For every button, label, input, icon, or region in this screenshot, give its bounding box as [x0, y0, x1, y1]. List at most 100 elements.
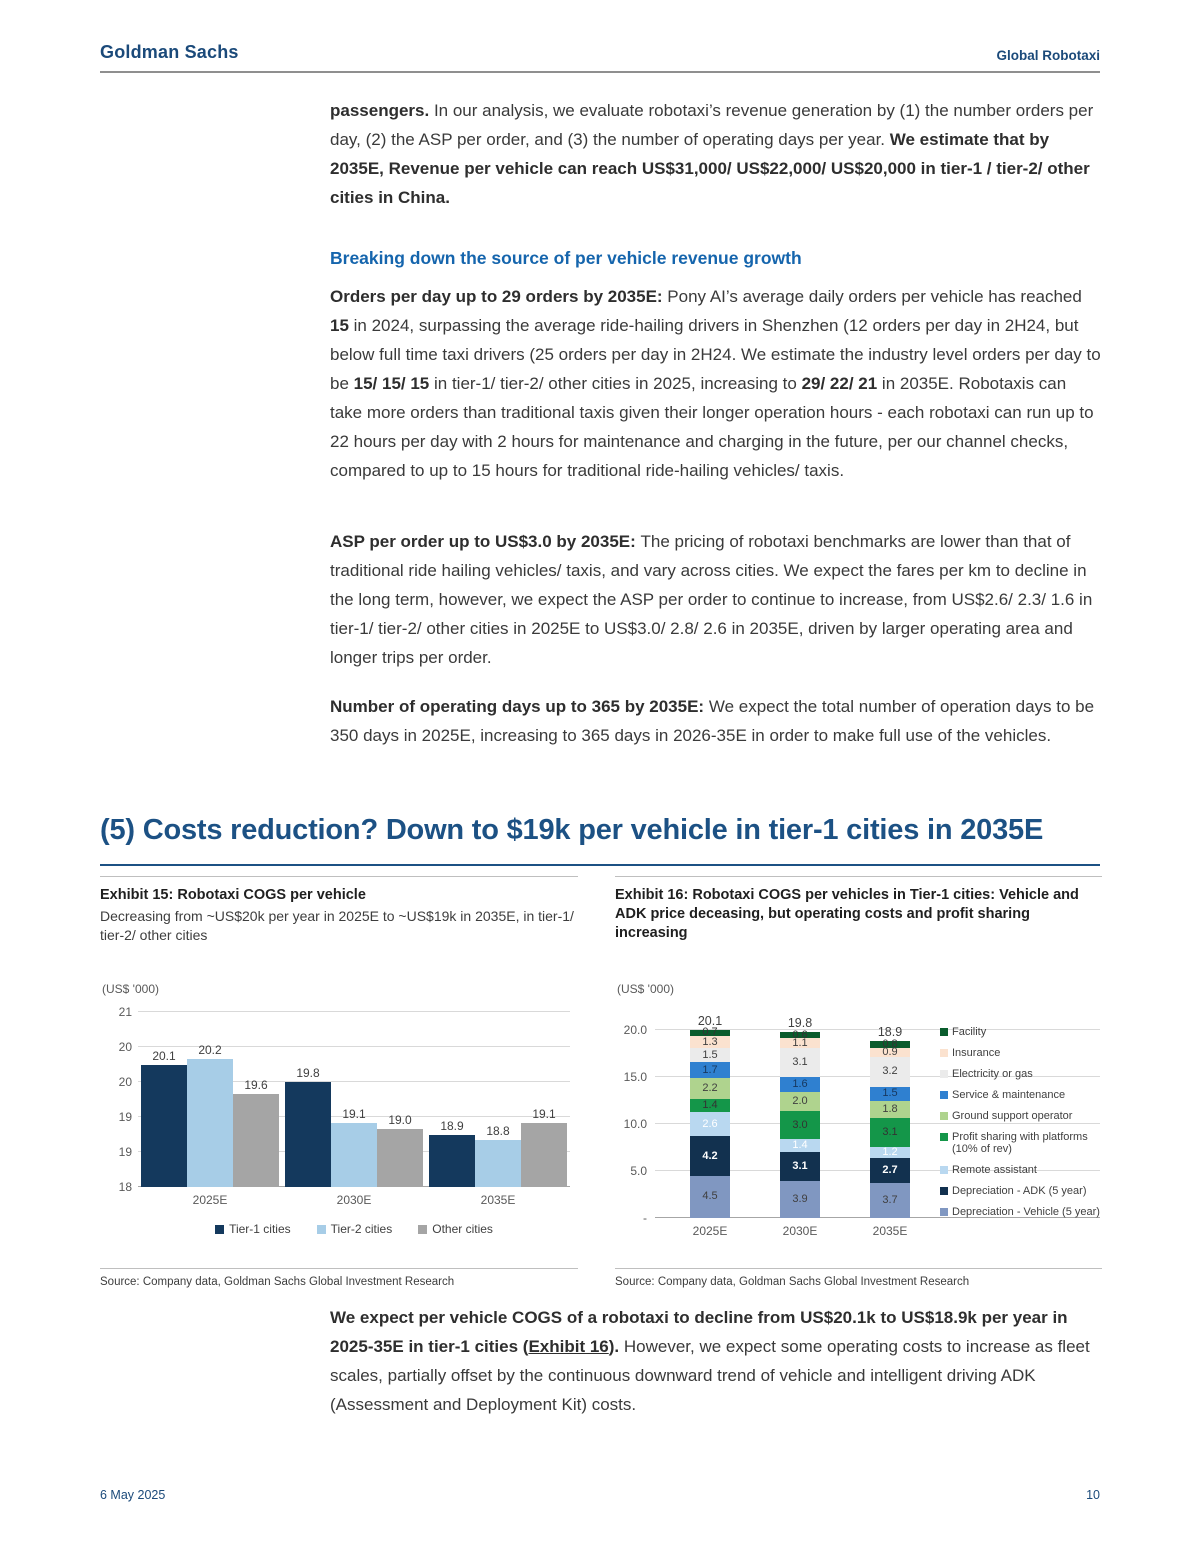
bar-total-label: 18.9 — [877, 1024, 903, 1039]
segment-profit-sharing-with-platforms-10-of-rev-: 1.4 — [690, 1098, 730, 1113]
segment-value-label: 3.0 — [792, 1118, 808, 1131]
bar-tier-2-cities: 19.1 — [331, 1107, 377, 1187]
segment-insurance: 0.9 — [870, 1045, 910, 1058]
bar-total-label: 19.8 — [787, 1016, 813, 1031]
footer-page-number: 10 — [1086, 1488, 1100, 1502]
stacked-bar: 3.7 2.7 1.2 3.1 1.8 1.5 3.2 0.9 0.8 — [870, 1038, 910, 1218]
chart15-x-axis-labels: 2025E 2030E 2035E — [138, 1193, 570, 1207]
y-tick-label: 15.0 — [623, 1070, 647, 1085]
text-run: in 2035E. Robotaxis can take more orders… — [330, 374, 1094, 480]
legend-label: Remote assistant — [952, 1164, 1037, 1176]
bar — [331, 1122, 377, 1187]
stacked-bar: 4.5 4.2 2.6 1.4 2.2 1.7 1.5 1.3 0.7 — [690, 1026, 730, 1218]
legend-swatch — [940, 1187, 948, 1195]
y-axis-unit-label: (US$ '000) — [102, 982, 159, 996]
goldman-sachs-logo-text: Goldman Sachs — [100, 42, 239, 62]
bar-value-label: 19.1 — [342, 1106, 366, 1121]
segment-value-label: 0.6 — [792, 1028, 808, 1041]
legend-label: Ground support operator — [952, 1110, 1073, 1122]
exhibit-15-title: Exhibit 15: Robotaxi COGS per vehicle — [100, 887, 366, 903]
bar-groups: 20.1 20.2 19.6 19.8 19.1 19.0 18.9 18.8 19.1 — [138, 1012, 570, 1187]
bar — [521, 1122, 567, 1187]
text-run: We expect the total number of operation … — [330, 697, 1095, 745]
document-header: Goldman Sachs Global Robotaxi — [100, 42, 1100, 63]
exhibit-16-link[interactable]: Exhibit 16 — [528, 1337, 609, 1356]
segment-value-label: 4.5 — [702, 1190, 718, 1203]
legend-label: Other cities — [432, 1222, 493, 1236]
text-run: We estimate that by 2035E, Revenue per v… — [330, 130, 1090, 207]
y-axis-unit-label: (US$ '000) — [617, 982, 674, 996]
bar — [141, 1064, 187, 1187]
x-axis-label: 2035E — [480, 1193, 516, 1207]
x-axis-label: 2035E — [872, 1224, 908, 1238]
segment-value-label: 1.7 — [702, 1063, 718, 1076]
bar-value-label: 19.6 — [244, 1077, 268, 1092]
segment-depreciation-vehicle-5-year-: 3.7 — [870, 1183, 910, 1218]
segment-value-label: 0.8 — [882, 1038, 898, 1050]
y-tick-label: 20.0 — [623, 1023, 647, 1038]
y-tick-label: 20 — [118, 1040, 132, 1054]
stacked-bars: 20.1 4.5 4.2 2.6 1.4 2.2 1.7 1.5 1.3 0.7 19.8 3.9 3.… — [675, 1014, 925, 1218]
text-run: ). — [608, 1337, 624, 1356]
bar-other-cities: 19.0 — [377, 1113, 423, 1187]
segment-value-label: 3.1 — [882, 1125, 898, 1138]
segment-value-label: 1.6 — [792, 1078, 808, 1091]
cogs-grouped-bar-chart: (US$ '000) 21 20 20 19 19 18 20.1 20.2 19.6 19.8 1… — [100, 982, 578, 1260]
exhibit-15-source: Source: Company data, Goldman Sachs Glob… — [100, 1268, 578, 1288]
segment-value-label: 1.5 — [882, 1087, 898, 1100]
chart16-x-axis-labels: 2025E 2030E 2035E — [675, 1224, 925, 1238]
cogs-stacked-bar-chart: (US$ '000) 20.0 15.0 10.0 5.0 - 20.1 4.5 4.2 2.6… — [615, 982, 1102, 1260]
legend-swatch — [418, 1224, 428, 1234]
segment-value-label: 4.2 — [702, 1149, 718, 1162]
bar — [187, 1058, 233, 1187]
footer-date: 6 May 2025 — [100, 1488, 166, 1502]
segment-insurance: 1.1 — [780, 1037, 820, 1049]
text-run: in 2024, surpassing the average ride-hai… — [330, 316, 1101, 393]
x-axis-label: 2025E — [192, 1193, 228, 1207]
y-tick-label: 5.0 — [630, 1164, 647, 1179]
text-run: In our analysis, we evaluate robotaxi’s … — [330, 101, 1094, 149]
segment-electricity-or-gas: 3.2 — [870, 1056, 910, 1087]
segment-value-label: 2.0 — [792, 1095, 808, 1108]
document-footer: 6 May 2025 10 — [100, 1488, 1100, 1502]
bar-tier-1-cities: 19.8 — [285, 1066, 331, 1187]
chart16-plot-area: 20.0 15.0 10.0 5.0 - 20.1 4.5 4.2 2.6 1.4 2.2 1.7 1.… — [624, 1014, 1100, 1225]
legend-label: Electricity or gas — [952, 1068, 1033, 1080]
legend-label: Service & maintenance — [952, 1089, 1066, 1101]
legend-label: Tier-2 cities — [330, 1222, 393, 1236]
segment-value-label: 2.7 — [882, 1164, 898, 1177]
segment-value-label: 3.1 — [792, 1056, 808, 1069]
segment-value-label: 1.5 — [702, 1048, 718, 1061]
bar-value-label: 20.2 — [198, 1042, 222, 1057]
exhibit-15-panel: Exhibit 15: Robotaxi COGS per vehicle De… — [100, 876, 578, 945]
paragraph-operating-days: Number of operating days up to 365 by 20… — [330, 692, 1102, 750]
bar-other-cities: 19.1 — [521, 1107, 567, 1187]
text-run: 15 — [330, 316, 349, 335]
legend-item: Facility — [940, 1026, 1102, 1038]
segment-remote-assistant: 1.4 — [780, 1139, 820, 1153]
exhibit-15-subtitle: Decreasing from ~US$20k per year in 2025… — [100, 908, 574, 943]
segment-remote-assistant: 1.2 — [870, 1145, 910, 1158]
segment-value-label: 1.2 — [882, 1145, 898, 1158]
text-run: 29/ 22/ 21 — [801, 374, 878, 393]
legend-swatch — [940, 1049, 948, 1057]
segment-facility: 0.8 — [870, 1038, 910, 1050]
legend-item: Insurance — [940, 1047, 1102, 1059]
legend-item: Tier-2 cities — [316, 1222, 393, 1236]
chart16-legend: Facility Insurance Electricity or gas Servi… — [940, 1026, 1102, 1227]
segment-value-label: 0.7 — [702, 1026, 718, 1039]
y-tick-label: 19 — [118, 1145, 132, 1159]
legend-item: Depreciation - ADK (5 year) — [940, 1185, 1102, 1197]
y-tick-label: 10.0 — [623, 1117, 647, 1132]
segment-facility: 0.6 — [780, 1028, 820, 1041]
legend-item: Other cities — [418, 1222, 493, 1236]
text-run: Pony AI’s average daily orders per vehic… — [667, 287, 1082, 306]
segment-value-label: 0.9 — [882, 1045, 898, 1058]
legend-swatch — [316, 1224, 326, 1234]
segment-electricity-or-gas: 3.1 — [780, 1048, 820, 1078]
x-axis-label: 2025E — [692, 1224, 728, 1238]
legend-label: Insurance — [952, 1047, 1001, 1059]
segment-value-label: 1.8 — [882, 1102, 898, 1115]
segment-service-maintenance: 1.5 — [870, 1086, 910, 1101]
